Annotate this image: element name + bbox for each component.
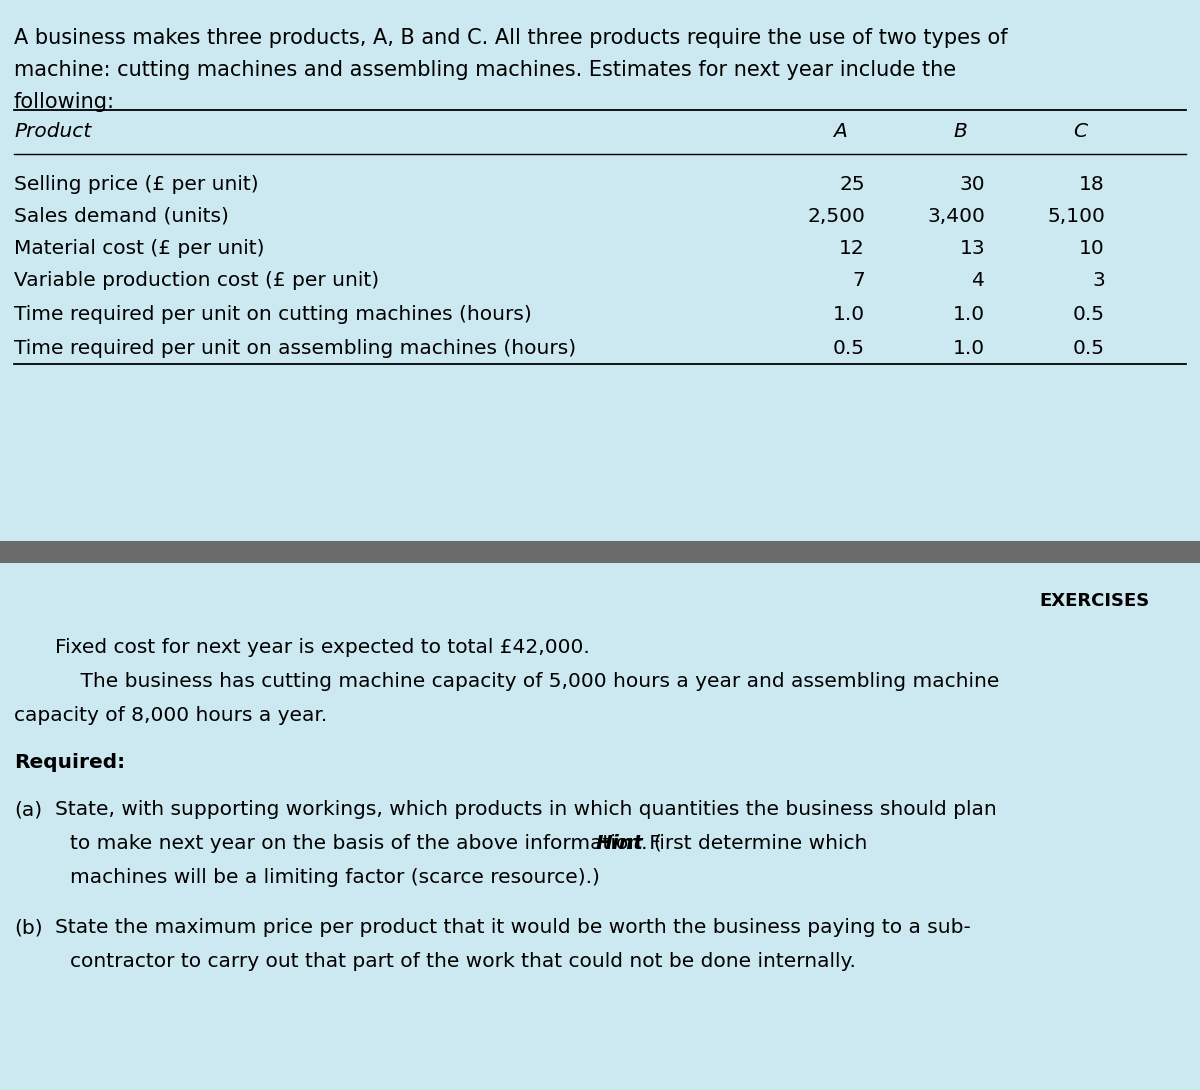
- Text: Fixed cost for next year is expected to total £42,000.: Fixed cost for next year is expected to …: [55, 638, 589, 657]
- Text: Material cost (£ per unit): Material cost (£ per unit): [14, 239, 264, 258]
- Text: 2,500: 2,500: [808, 207, 865, 226]
- Text: to make next year on the basis of the above information. (: to make next year on the basis of the ab…: [70, 834, 661, 853]
- Text: 0.5: 0.5: [1073, 305, 1105, 324]
- Text: contractor to carry out that part of the work that could not be done internally.: contractor to carry out that part of the…: [70, 952, 856, 971]
- Text: State, with supporting workings, which products in which quantities the business: State, with supporting workings, which p…: [55, 800, 997, 819]
- Text: Time required per unit on cutting machines (hours): Time required per unit on cutting machin…: [14, 305, 532, 324]
- Text: 0.5: 0.5: [833, 339, 865, 358]
- Text: : First determine which: : First determine which: [636, 834, 868, 853]
- Text: following:: following:: [14, 92, 115, 112]
- Text: Required:: Required:: [14, 753, 125, 772]
- Text: 7: 7: [852, 271, 865, 290]
- Text: EXERCISES: EXERCISES: [1039, 592, 1150, 610]
- Text: 3,400: 3,400: [928, 207, 985, 226]
- Text: A business makes three products, A, B and C. All three products require the use : A business makes three products, A, B an…: [14, 28, 1008, 48]
- Text: 0.5: 0.5: [1073, 339, 1105, 358]
- Text: 30: 30: [959, 175, 985, 194]
- Text: (a): (a): [14, 800, 42, 819]
- Text: The business has cutting machine capacity of 5,000 hours a year and assembling m: The business has cutting machine capacit…: [55, 673, 1000, 691]
- Text: machines will be a limiting factor (scarce resource).): machines will be a limiting factor (scar…: [70, 868, 600, 887]
- Text: 25: 25: [839, 175, 865, 194]
- Bar: [0, 541, 1200, 564]
- Text: capacity of 8,000 hours a year.: capacity of 8,000 hours a year.: [14, 706, 328, 725]
- Text: 18: 18: [1079, 175, 1105, 194]
- Text: 12: 12: [839, 239, 865, 258]
- Text: 1.0: 1.0: [833, 305, 865, 324]
- Text: 1.0: 1.0: [953, 339, 985, 358]
- Text: 3: 3: [1092, 271, 1105, 290]
- Text: 4: 4: [972, 271, 985, 290]
- Text: C: C: [1073, 122, 1087, 141]
- Text: machine: cutting machines and assembling machines. Estimates for next year inclu: machine: cutting machines and assembling…: [14, 60, 956, 80]
- Text: Selling price (£ per unit): Selling price (£ per unit): [14, 175, 259, 194]
- Text: Sales demand (units): Sales demand (units): [14, 207, 229, 226]
- Text: (b): (b): [14, 918, 43, 937]
- Text: 13: 13: [959, 239, 985, 258]
- Text: 10: 10: [1079, 239, 1105, 258]
- Text: 5,100: 5,100: [1048, 207, 1105, 226]
- Text: State the maximum price per product that it would be worth the business paying t: State the maximum price per product that…: [55, 918, 971, 937]
- Text: Hint: Hint: [596, 834, 643, 853]
- Text: A: A: [833, 122, 847, 141]
- Text: Time required per unit on assembling machines (hours): Time required per unit on assembling mac…: [14, 339, 576, 358]
- Text: 1.0: 1.0: [953, 305, 985, 324]
- Text: Variable production cost (£ per unit): Variable production cost (£ per unit): [14, 271, 379, 290]
- Text: Product: Product: [14, 122, 91, 141]
- Text: B: B: [953, 122, 967, 141]
